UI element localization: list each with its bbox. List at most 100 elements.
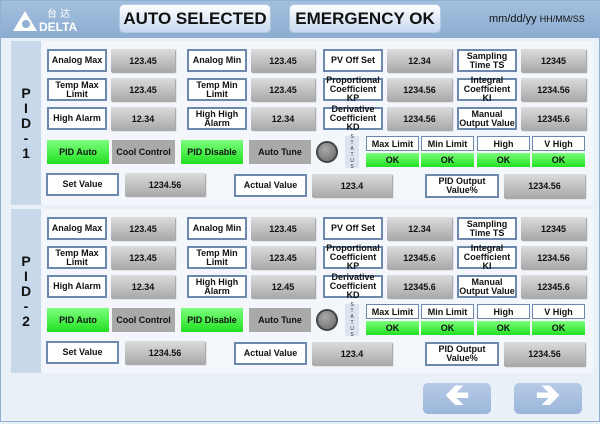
- status-label: High: [477, 136, 530, 151]
- status-ok-indicator: OK: [421, 153, 474, 167]
- param-label: PV Off Set: [323, 49, 383, 72]
- pid-disable-button[interactable]: PID Disable: [181, 140, 243, 164]
- param-value-field[interactable]: 12.34: [111, 107, 175, 130]
- param-value-field[interactable]: 1234.56: [387, 107, 452, 130]
- header-bar: 台 达 DELTA AUTO SELECTED EMERGENCY OK mm/…: [1, 1, 600, 38]
- status-char: T: [350, 320, 354, 326]
- status-char: S: [350, 302, 354, 308]
- delta-logo-icon: 台 达 DELTA: [13, 7, 78, 34]
- param-value-field[interactable]: 123.45: [251, 49, 315, 72]
- param-label: Analog Min: [187, 49, 247, 72]
- status-ok-indicator: OK: [532, 321, 585, 335]
- param-label: Derivative Coefficient KD: [323, 273, 383, 300]
- param-label: Temp Max Limit: [47, 78, 107, 101]
- status-char: S: [350, 134, 354, 140]
- param-value-field[interactable]: 12.34: [387, 217, 452, 240]
- title-char: I: [24, 267, 28, 284]
- title-char: I: [24, 99, 28, 116]
- title-char: P: [21, 252, 31, 269]
- cool-control-button[interactable]: Cool Control: [112, 140, 175, 164]
- param-value-field[interactable]: 123.45: [251, 217, 315, 240]
- title-char: P: [21, 84, 31, 101]
- actual-value-label: Actual Value: [234, 174, 307, 197]
- param-label: PV Off Set: [323, 217, 383, 240]
- title-char: D: [20, 114, 32, 131]
- status-label: Max Limit: [366, 304, 419, 319]
- param-value-field[interactable]: 123.45: [111, 78, 175, 101]
- title-char: D: [20, 282, 32, 299]
- status-label: High: [477, 304, 530, 319]
- param-label: Analog Max: [47, 49, 107, 72]
- param-label: Manual Output Value: [457, 275, 517, 298]
- set-value-label: Set Value: [46, 341, 119, 364]
- set-value-field[interactable]: 1234.56: [125, 341, 205, 364]
- param-label: Temp Max Limit: [47, 246, 107, 269]
- cool-control-button[interactable]: Cool Control: [112, 308, 175, 332]
- actual-value-label: Actual Value: [234, 342, 307, 365]
- param-label: High High Alarm: [187, 107, 247, 130]
- status-char: S: [350, 332, 354, 338]
- status-char: T: [350, 140, 354, 146]
- emergency-ok-button[interactable]: EMERGENCY OK: [289, 4, 441, 33]
- param-value-field[interactable]: 123.45: [111, 49, 175, 72]
- pid-disable-button[interactable]: PID Disable: [181, 308, 243, 332]
- status-char: U: [350, 158, 354, 164]
- param-value-field[interactable]: 123.45: [251, 78, 315, 101]
- status-label: Min Limit: [421, 304, 474, 319]
- auto-tune-indicator-lamp: [316, 141, 338, 163]
- param-value-field[interactable]: 12345.6: [387, 246, 452, 269]
- set-value-field[interactable]: 1234.56: [125, 173, 205, 196]
- param-label: Sampling Time TS: [457, 49, 517, 72]
- param-label: Manual Output Value: [457, 107, 517, 130]
- actual-value-field: 123.4: [312, 174, 392, 197]
- param-value-field[interactable]: 12.45: [251, 275, 315, 298]
- pid-auto-button[interactable]: PID Auto: [47, 308, 109, 332]
- status-ok-indicator: OK: [421, 321, 474, 335]
- set-value-label: Set Value: [46, 173, 119, 196]
- pid-panel-2: P I D -2 Analog Max 123.45 Analog Min 123.45 PV …: [11, 209, 593, 373]
- param-value-field[interactable]: 12345: [521, 217, 586, 240]
- status-label: V High: [532, 304, 585, 319]
- pid-panel-1: P I D -1 Analog Max 123.45 Analog Min 123.45 PV …: [11, 41, 593, 205]
- status-char: U: [350, 326, 354, 332]
- next-page-button[interactable]: 🡺: [514, 379, 582, 414]
- param-value-field[interactable]: 1234.56: [387, 78, 452, 101]
- param-value-field[interactable]: 123.45: [251, 246, 315, 269]
- pid-auto-button[interactable]: PID Auto: [47, 140, 109, 164]
- param-label: Proportional Coefficient KP: [323, 76, 383, 103]
- param-value-field[interactable]: 1234.56: [521, 78, 586, 101]
- status-label: V High: [532, 136, 585, 151]
- param-value-field[interactable]: 12345: [521, 49, 586, 72]
- param-label: Temp Min Limit: [187, 246, 247, 269]
- param-label: High Alarm: [47, 275, 107, 298]
- param-label: High Alarm: [47, 107, 107, 130]
- auto-tune-button[interactable]: Auto Tune: [249, 140, 311, 164]
- status-char: T: [350, 152, 354, 158]
- param-value-field[interactable]: 123.45: [111, 217, 175, 240]
- param-value-field[interactable]: 12345.6: [521, 107, 586, 130]
- param-label: Proportional Coefficient KP: [323, 244, 383, 271]
- param-value-field[interactable]: 1234.56: [521, 246, 586, 269]
- svg-text:DELTA: DELTA: [39, 20, 78, 33]
- pid-output-label: PID Output Value%: [425, 342, 499, 366]
- param-label: Analog Min: [187, 217, 247, 240]
- param-value-field[interactable]: 12.34: [387, 49, 452, 72]
- status-char: T: [350, 308, 354, 314]
- svg-text:台 达: 台 达: [47, 7, 70, 20]
- prev-page-button[interactable]: 🡸: [423, 379, 491, 414]
- param-value-field[interactable]: 12345.6: [521, 275, 586, 298]
- pid-output-field: 1234.56: [504, 342, 585, 366]
- status-ok-indicator: OK: [477, 321, 530, 335]
- param-value-field[interactable]: 12.34: [251, 107, 315, 130]
- param-value-field[interactable]: 123.45: [111, 246, 175, 269]
- param-value-field[interactable]: 12345.6: [387, 275, 452, 298]
- arrow-left-icon: 🡸: [444, 379, 470, 412]
- title-char: 1: [22, 144, 30, 161]
- title-char: -: [23, 129, 29, 146]
- param-value-field[interactable]: 12.34: [111, 275, 175, 298]
- auto-selected-button[interactable]: AUTO SELECTED: [119, 4, 271, 33]
- auto-tune-button[interactable]: Auto Tune: [249, 308, 311, 332]
- datetime-display: mm/dd/yy HH/MM/SS: [489, 13, 585, 25]
